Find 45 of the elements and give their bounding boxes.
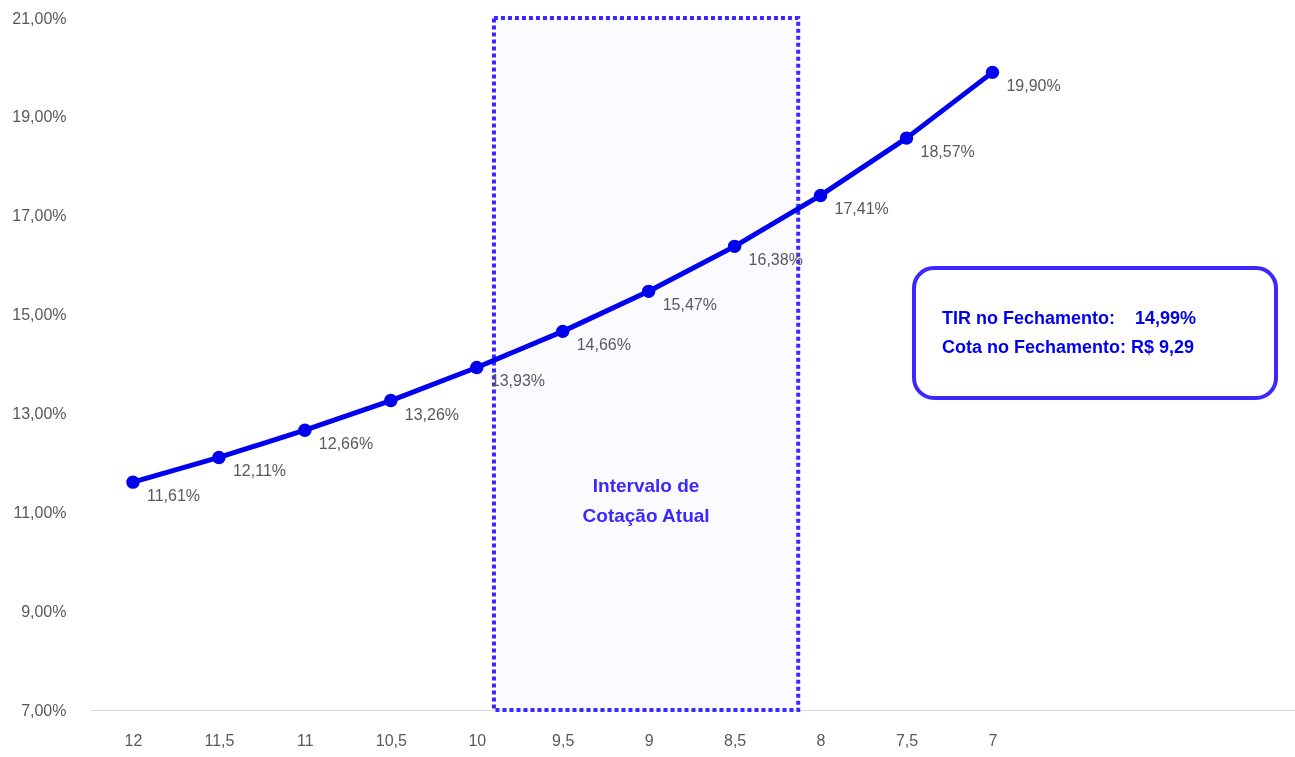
- data-label: 13,26%: [404, 405, 460, 423]
- data-label: 14,66%: [576, 336, 631, 354]
- y-tick-label: 7,00%: [21, 701, 67, 719]
- data-label: 13,93%: [490, 372, 546, 390]
- y-tick-label: 11,00%: [13, 503, 67, 521]
- point: [727, 239, 742, 254]
- data-label: 19,90%: [1006, 77, 1061, 95]
- point: [126, 475, 140, 489]
- x-tick-label: 11,5: [204, 731, 235, 749]
- annotation: Cota no Fechamento: R$ 9,29: [942, 337, 1196, 358]
- y-tick-label: 13,00%: [12, 404, 67, 422]
- point: [212, 450, 226, 465]
- data-label: 12,11%: [232, 462, 286, 480]
- y-tick-label: 19,00%: [12, 108, 67, 126]
- point: [470, 360, 484, 375]
- point: [641, 284, 656, 299]
- y-tick-label: 9,00%: [21, 602, 67, 620]
- x-tick-label: 9,5: [552, 731, 575, 749]
- x-tick-label: 8: [816, 731, 826, 749]
- x-tick-label: 11: [297, 731, 314, 749]
- x-tick-label: 9: [644, 731, 654, 749]
- data-label: 15,47%: [662, 296, 717, 314]
- point: [813, 188, 828, 203]
- point: [298, 423, 312, 437]
- data-label: 11,61%: [146, 487, 201, 505]
- y-tick-label: 17,00%: [12, 207, 67, 225]
- x-tick-label: 12: [124, 731, 143, 749]
- annotation: TIR no Fechamento: 14,99%: [942, 308, 1198, 329]
- band-label: Intervalo de Cotação Atual: [582, 475, 710, 526]
- data-label: 18,57%: [920, 143, 975, 161]
- point: [899, 131, 914, 145]
- y-tick-label: 15,00%: [12, 306, 67, 324]
- x-tick-label: 7,5: [895, 731, 919, 749]
- y-tick-label: 21,00%: [12, 9, 67, 27]
- x-tick-label: 7: [988, 731, 998, 749]
- data-label: 16,38%: [748, 251, 803, 269]
- x-tick-label: 8,5: [723, 731, 747, 749]
- point: [985, 65, 1000, 80]
- x-tick-label: 10,5: [375, 731, 407, 749]
- info-box: TIR no Fechamento: 14,99% Cota no Fechamento: R$ 9,29: [912, 266, 1278, 400]
- point: [556, 324, 570, 339]
- point: [384, 393, 398, 408]
- data-label: 17,41%: [834, 200, 889, 218]
- data-label: 12,66%: [318, 435, 374, 453]
- x-tick-label: 10: [468, 731, 487, 749]
